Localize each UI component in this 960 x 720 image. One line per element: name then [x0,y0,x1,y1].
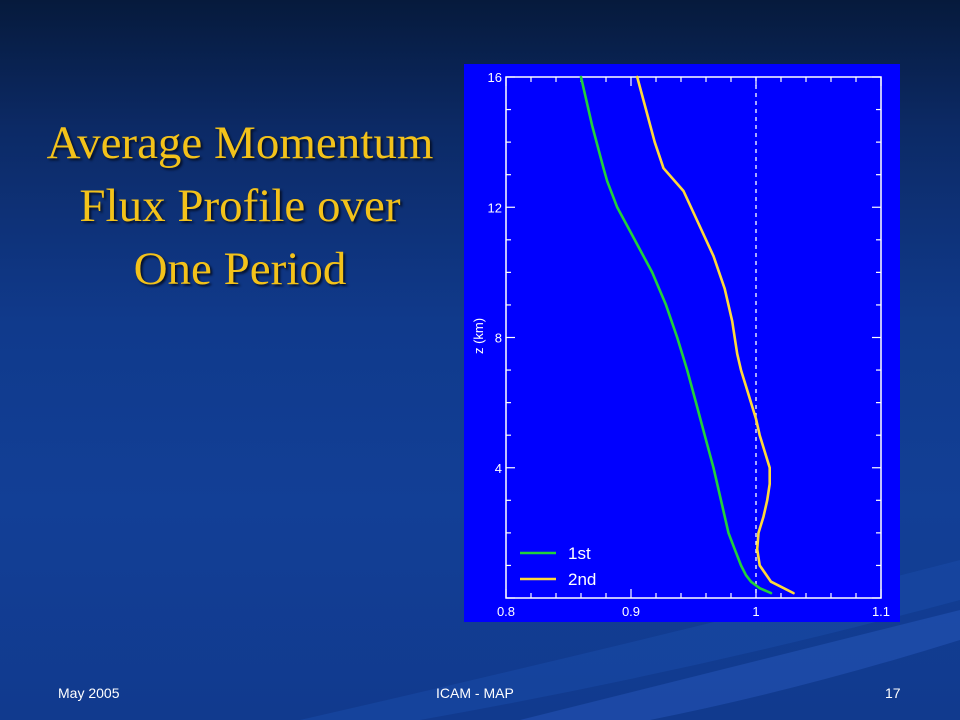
x-tick-labels: 0.8 0.9 1 1.1 [497,604,890,619]
footer-date: May 2005 [58,685,120,701]
series-line-1st [579,75,773,595]
x-tick-label: 1.1 [872,604,890,619]
y-axis-label: z (km) [471,318,486,354]
series-layer [579,75,795,595]
plot-frame [505,76,882,599]
y-tick-label: 4 [495,461,502,476]
legend-label-2nd: 2nd [568,570,596,589]
x-tick-label: 0.8 [497,604,515,619]
y-tick-label: 12 [488,200,502,215]
footer-slide-number: 17 [885,685,901,701]
y-tick-label: 16 [488,70,502,85]
axis-ticks [505,76,882,599]
plot-background [464,64,900,622]
x-tick-label: 0.9 [622,604,640,619]
y-tick-label: 8 [495,331,502,346]
footer-conference: ICAM - MAP [436,685,514,701]
series-line-2nd [635,75,795,595]
slide-title: Average Momentum Flux Profile over One P… [46,117,434,295]
y-tick-labels: 4 8 12 16 [488,70,502,476]
x-tick-label: 1 [752,604,759,619]
legend-label-1st: 1st [568,544,591,563]
